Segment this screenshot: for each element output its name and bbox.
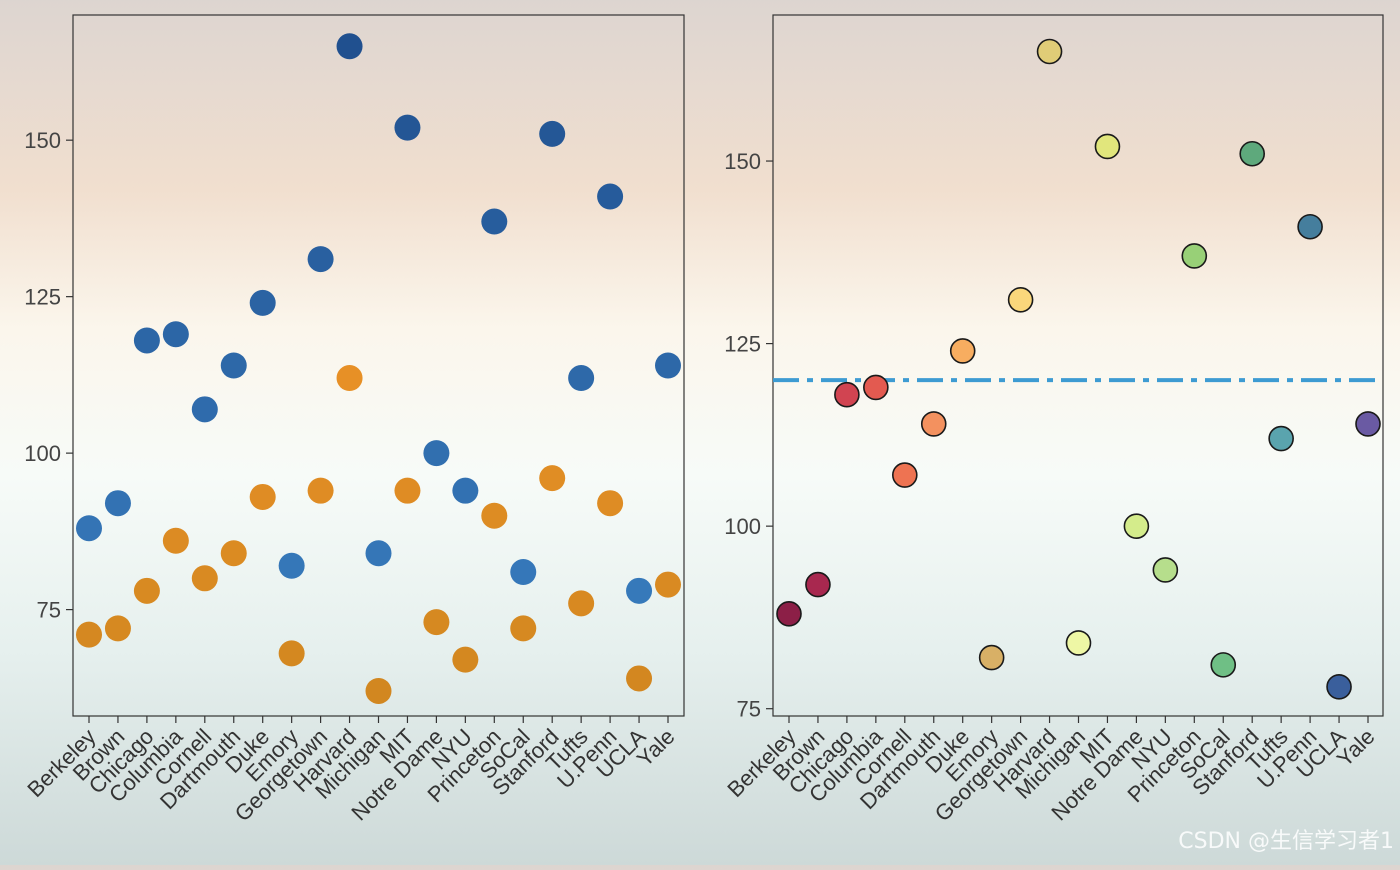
point-low	[655, 571, 681, 598]
lollipop-point	[1065, 630, 1092, 656]
lollipop-point	[978, 644, 1005, 671]
point-low	[162, 527, 189, 554]
lollipop-point	[863, 374, 889, 401]
lollipop-point	[1036, 38, 1063, 65]
lollipop-point	[834, 381, 860, 408]
y-tick-label: 100	[724, 514, 761, 539]
point-low	[510, 615, 537, 642]
point-high	[481, 208, 508, 235]
point-low	[394, 477, 421, 504]
lollipop-point	[776, 600, 802, 627]
point-high	[452, 477, 479, 504]
y-tick-label: 75	[37, 598, 61, 623]
y-tick-label: 100	[24, 441, 61, 466]
point-high	[336, 33, 363, 60]
point-high	[626, 577, 653, 604]
point-high	[220, 352, 247, 379]
lollipop-point	[1239, 140, 1265, 167]
y-tick-label: 125	[724, 332, 761, 357]
point-low	[76, 621, 102, 648]
point-high	[307, 246, 334, 273]
point-low	[481, 502, 508, 529]
y-tick-label: 150	[24, 128, 61, 153]
lollipop-point	[1152, 557, 1179, 583]
point-high	[133, 327, 160, 354]
point-low	[249, 483, 276, 510]
lollipop-point	[1297, 213, 1323, 240]
point-low	[191, 565, 218, 592]
lollipop-point	[1181, 243, 1208, 269]
point-low	[104, 615, 131, 642]
point-high	[539, 120, 566, 147]
lollipop-point	[949, 338, 976, 364]
lollipop-point	[1123, 513, 1150, 539]
point-low	[278, 640, 305, 667]
y-tick-label: 125	[24, 285, 61, 310]
point-high	[568, 365, 595, 392]
point-high	[249, 289, 276, 316]
lollipop-point	[1268, 425, 1294, 452]
point-high	[104, 490, 131, 517]
y-tick-label: 150	[724, 149, 761, 174]
point-low	[539, 465, 566, 492]
point-high	[597, 183, 624, 210]
point-low	[307, 477, 334, 504]
point-low	[220, 540, 247, 567]
point-high	[510, 559, 537, 586]
lollipop-point	[1326, 673, 1352, 700]
panel-right: 75100125150BerkeleyBrownChicagoColumbiaC…	[722, 14, 1384, 826]
lollipop-point	[805, 571, 831, 598]
lollipop-point	[1210, 652, 1237, 678]
point-low	[597, 490, 624, 517]
lollipop-point	[1094, 133, 1121, 160]
watermark: CSDN @生信学习者1	[1178, 829, 1394, 854]
lollipop-point	[891, 462, 918, 488]
point-low	[365, 677, 392, 704]
point-high	[191, 396, 218, 423]
lollipop-point	[920, 411, 947, 437]
lollipop-point	[1007, 286, 1034, 313]
point-high	[394, 114, 421, 141]
point-low	[423, 609, 450, 636]
lollipop-point	[1355, 411, 1381, 437]
point-low	[133, 577, 160, 604]
point-low	[626, 665, 653, 692]
point-low	[336, 365, 363, 392]
point-high	[278, 552, 305, 579]
point-low	[568, 590, 595, 617]
point-high	[162, 321, 189, 348]
point-high	[423, 440, 450, 467]
point-low	[452, 646, 479, 673]
point-high	[365, 540, 392, 567]
panel-left: 75100125150BerkeleyBrownChicagoColumbiaC…	[22, 14, 685, 826]
point-high	[76, 515, 102, 542]
point-high	[655, 352, 681, 379]
y-tick-label: 75	[737, 697, 761, 722]
